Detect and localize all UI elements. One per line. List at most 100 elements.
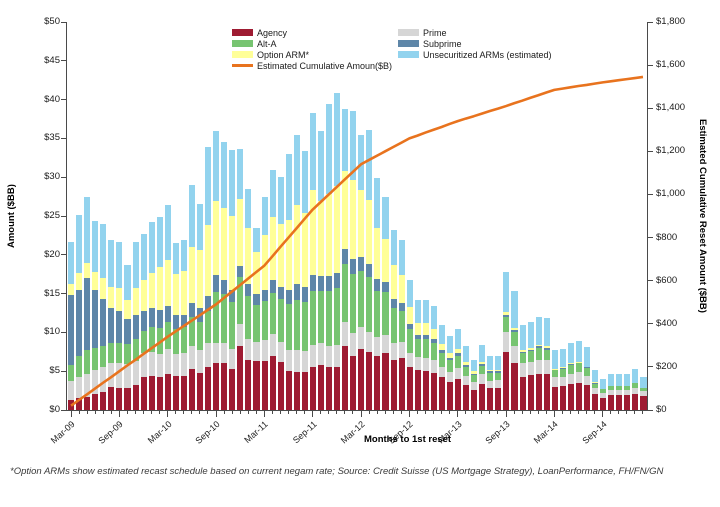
bar-segment-prime: [551, 377, 558, 387]
bar-segment-subprime: [567, 364, 574, 366]
x-tick-major: [70, 411, 72, 417]
bar-segment-alt-a: [608, 385, 615, 390]
x-tick-minor: [521, 411, 523, 414]
bar-segment-unsecuritized-arms-estimated-: [293, 135, 300, 206]
bar-segment-prime: [414, 357, 421, 370]
bar-segment-alt-a: [479, 365, 486, 375]
bar-segment-option-arm-: [309, 190, 316, 275]
bar-segment-option-arm-: [84, 262, 91, 279]
bar-segment-prime: [261, 340, 268, 362]
x-tick-major: [505, 411, 507, 417]
bar-segment-prime: [511, 345, 518, 364]
bar-segment-option-arm-: [229, 216, 236, 290]
bar-segment-agency: [600, 397, 607, 410]
bar-segment-option-arm-: [350, 180, 357, 259]
bar-segment-prime: [317, 343, 324, 365]
bar-segment-unsecuritized-arms-estimated-: [406, 279, 413, 307]
bar-segment-unsecuritized-arms-estimated-: [430, 306, 437, 330]
bar-segment-subprime: [188, 302, 195, 317]
bar-segment-alt-a: [92, 347, 99, 371]
bar-segment-subprime: [269, 280, 276, 293]
bar-segment-unsecuritized-arms-estimated-: [608, 373, 615, 386]
x-tick-minor: [449, 411, 451, 414]
bar-segment-agency: [156, 377, 163, 410]
bar-segment-alt-a: [309, 290, 316, 345]
bar-segment-option-arm-: [237, 198, 244, 266]
bar-segment-agency: [350, 355, 357, 410]
y-tick-mark: [648, 64, 653, 66]
bar-segment-prime: [84, 373, 91, 397]
bar-segment-prime: [608, 389, 615, 396]
bar-segment-alt-a: [616, 385, 623, 390]
legend-swatch-box: [232, 51, 253, 58]
bar-segment-subprime: [140, 311, 147, 331]
x-tick-minor: [175, 411, 177, 414]
legend-swatch-box: [232, 40, 253, 47]
bar-segment-option-arm-: [205, 224, 212, 296]
x-tick-minor: [376, 411, 378, 414]
bar-segment-unsecuritized-arms-estimated-: [559, 348, 566, 368]
y-tick-mark: [648, 107, 653, 109]
bar-column-Aug-14: [591, 22, 599, 410]
bar-column-Sep-12: [406, 22, 414, 410]
bar-segment-alt-a: [471, 375, 478, 383]
x-tick-major: [215, 411, 217, 417]
bar-segment-subprime: [471, 373, 478, 376]
bar-segment-subprime: [326, 275, 333, 292]
bar-segment-option-arm-: [100, 278, 107, 300]
bar-column-Sep-11: [309, 22, 317, 410]
bar-column-Dec-10: [236, 22, 244, 410]
bar-segment-prime: [495, 379, 502, 389]
bar-segment-option-arm-: [261, 235, 268, 290]
bar-segment-alt-a: [326, 291, 333, 346]
x-tick-minor: [433, 411, 435, 414]
x-tick-minor: [239, 411, 241, 414]
x-tick-minor: [134, 411, 136, 414]
bar-segment-prime: [309, 344, 316, 368]
bar-segment-option-arm-: [503, 312, 510, 315]
bar-segment-agency: [213, 363, 220, 410]
bar-segment-unsecuritized-arms-estimated-: [487, 355, 494, 370]
bar-segment-unsecuritized-arms-estimated-: [140, 233, 147, 281]
bar-segment-alt-a: [334, 288, 341, 345]
bar-segment-agency: [148, 375, 155, 410]
x-tick-major: [118, 411, 120, 417]
bar-segment-subprime: [455, 353, 462, 356]
bar-segment-alt-a: [511, 332, 518, 346]
bar-segment-agency: [293, 371, 300, 410]
bar-segment-agency: [108, 386, 115, 410]
bar-segment-subprime: [334, 272, 341, 289]
x-axis-labels: Mar-09 Sep-09 Mar-10 Sep-10 Mar-11 Sep-11 Mar-…: [49, 413, 646, 453]
x-tick-minor: [400, 411, 402, 414]
bar-segment-alt-a: [229, 302, 236, 349]
legend-item: Unsecuritized ARMs (estimated): [398, 49, 552, 60]
bar-segment-subprime: [463, 365, 470, 367]
y-tick-label-left: $30: [44, 171, 60, 183]
bar-segment-subprime: [100, 299, 107, 346]
bar-segment-subprime: [511, 330, 518, 333]
y-tick-label-right: $0: [656, 404, 667, 415]
bar-column-Nov-13: [519, 22, 527, 410]
x-tick-minor: [143, 411, 145, 414]
bar-segment-prime: [600, 392, 607, 398]
bar-segment-subprime: [519, 351, 526, 354]
bar-column-Jan-13: [438, 22, 446, 410]
bar-column-Jun-14: [575, 22, 583, 410]
bar-segment-unsecuritized-arms-estimated-: [301, 150, 308, 213]
bar-segment-agency: [76, 398, 83, 410]
y-axis-right-title: Estimated Cumulative Reset Amount ($BB): [697, 119, 708, 313]
bar-segment-unsecuritized-arms-estimated-: [600, 379, 607, 390]
y-tick-label-right: $1,600: [656, 59, 686, 71]
bar-segment-subprime: [229, 289, 236, 303]
bar-segment-option-arm-: [68, 284, 75, 296]
bar-segment-alt-a: [317, 290, 324, 344]
bar-segment-subprime: [213, 275, 220, 293]
bar-segment-subprime: [366, 264, 373, 278]
bar-segment-alt-a: [253, 305, 260, 342]
bar-segment-unsecuritized-arms-estimated-: [592, 370, 599, 383]
bar-segment-agency: [261, 361, 268, 410]
bar-segment-alt-a: [575, 363, 582, 372]
bar-column-Jul-12: [390, 22, 398, 410]
bar-segment-agency: [632, 393, 639, 410]
bar-segment-prime: [358, 326, 365, 349]
